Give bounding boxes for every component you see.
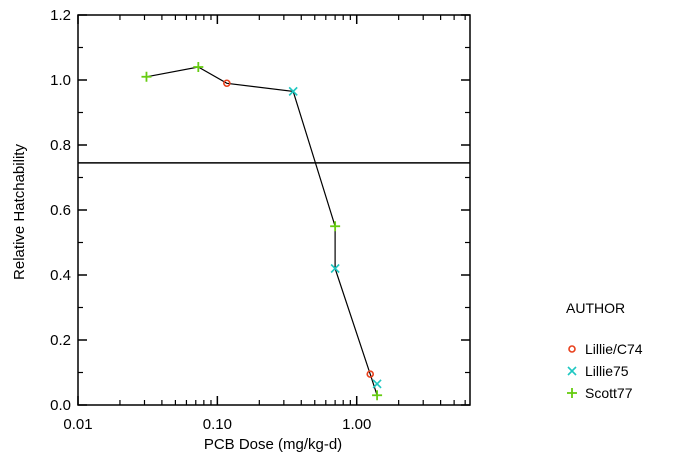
- tick-labels: 0.0 0.2 0.4 0.6 0.8 1.0 1.2 0.01 0.10 1.00: [50, 7, 371, 433]
- y-tick-label: 1.2: [50, 7, 71, 24]
- trend-polyline: [146, 66, 378, 396]
- y-tick-label: 0.6: [50, 202, 71, 219]
- legend: AUTHOR Lillie/C74 Lillie75 Scott77: [566, 300, 643, 401]
- point-scott77: [193, 62, 204, 72]
- x-axis-label: PCB Dose (mg/kg-d): [204, 436, 342, 453]
- x-tick-label: 0.10: [203, 416, 232, 433]
- point-scott77: [330, 221, 341, 232]
- legend-title: AUTHOR: [566, 300, 625, 316]
- legend-label: Lillie/C74: [585, 341, 643, 357]
- legend-label: Scott77: [585, 385, 633, 401]
- legend-marker-scott77: [567, 388, 577, 398]
- plot-frame: [77, 14, 471, 406]
- legend-marker-lillie75: [567, 366, 577, 376]
- x-tick-label: 0.01: [63, 416, 92, 433]
- point-scott77: [141, 71, 152, 82]
- point-lillie-c74: [223, 79, 231, 88]
- y-tick-label: 0.8: [50, 137, 71, 154]
- axes: [77, 14, 471, 406]
- y-tick-label: 0.2: [50, 332, 71, 349]
- trend-line: [146, 66, 378, 396]
- point-lillie75: [372, 379, 382, 389]
- point-lillie-c74: [366, 370, 375, 378]
- y-tick-label: 0.0: [50, 397, 71, 414]
- legend-marker-lillie-c74: [568, 345, 576, 353]
- y-tick-label: 1.0: [50, 72, 71, 89]
- point-lillie75: [288, 86, 298, 96]
- tick-marks: [77, 14, 470, 406]
- y-axis-label: Relative Hatchability: [11, 144, 28, 280]
- point-scott77: [372, 390, 383, 401]
- y-tick-label: 0.4: [50, 267, 71, 284]
- point-lillie75: [330, 263, 340, 274]
- legend-label: Lillie75: [585, 363, 629, 379]
- data-points: [141, 62, 383, 401]
- x-tick-label: 1.00: [342, 416, 371, 433]
